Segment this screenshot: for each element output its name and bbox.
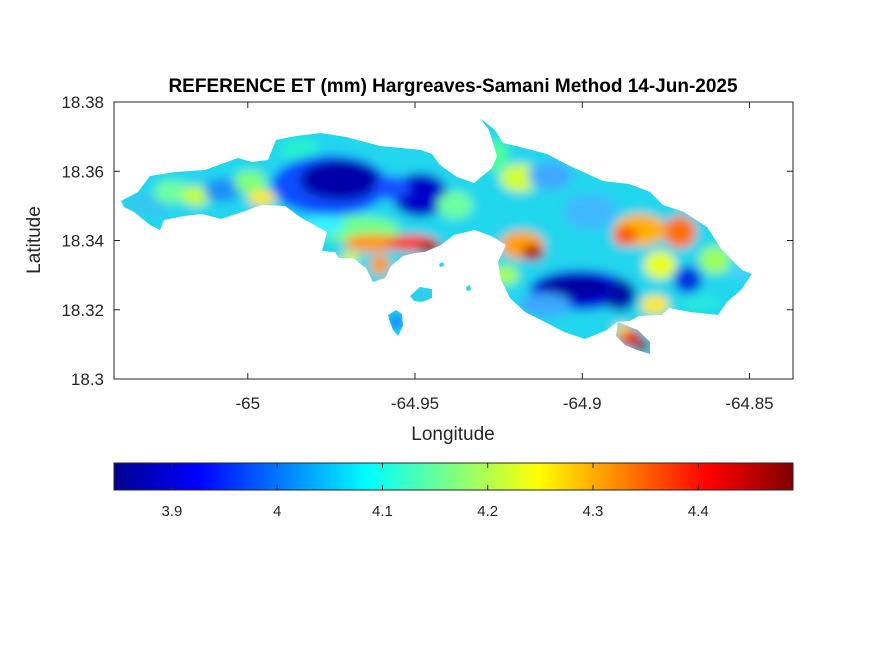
y-tick-label: 18.36: [61, 162, 104, 181]
colorbar-tick-label: 3.9: [161, 503, 182, 520]
colorbar: [113, 462, 794, 491]
y-tick-label: 18.32: [61, 301, 104, 320]
x-axis-label: Longitude: [411, 424, 494, 445]
colorbar-tick-label: 4.2: [477, 503, 498, 520]
y-axis-label: Latitude: [24, 206, 45, 274]
colorbar-tick-label: 4: [273, 503, 281, 520]
colorbar-tick-label: 4.4: [688, 503, 709, 520]
y-tick-label: 18.3: [71, 370, 104, 389]
x-axis: -65 -64.95 -64.9 -64.85: [236, 102, 774, 413]
x-tick-label: -64.9: [563, 394, 602, 413]
y-tick-label: 18.38: [61, 93, 104, 112]
colorbar-tick-label: 4.1: [372, 503, 393, 520]
x-tick-label: -64.85: [725, 394, 773, 413]
y-axis: 18.3 18.32 18.34 18.36 18.38: [61, 93, 793, 389]
colorbar-ticks: 3.9 4 4.1 4.2 4.3 4.4: [161, 463, 709, 520]
x-tick-label: -64.95: [391, 394, 439, 413]
x-tick-label: -65: [236, 394, 261, 413]
chart-title: REFERENCE ET (mm) Hargreaves-Samani Meth…: [168, 76, 738, 97]
colorbar-tick-label: 4.3: [583, 503, 604, 520]
y-tick-label: 18.34: [61, 232, 104, 251]
